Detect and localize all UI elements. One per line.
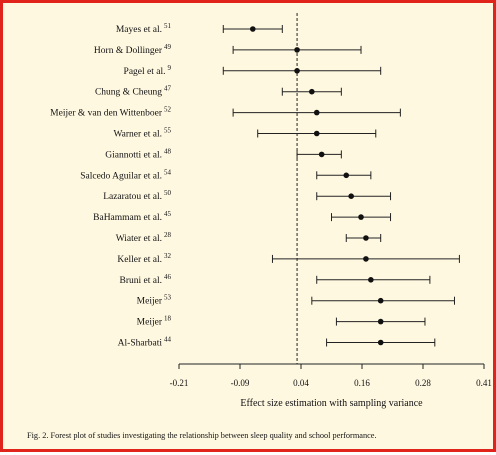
study-reference: 52 <box>164 106 172 114</box>
point-estimate <box>294 47 300 53</box>
study-label: Warner et al. <box>113 130 162 140</box>
point-estimate <box>249 26 256 32</box>
study-reference: 45 <box>164 210 172 218</box>
study-reference: 32 <box>164 252 172 260</box>
x-tick-label: -0.09 <box>231 378 250 388</box>
x-tick-label: -0.21 <box>170 378 189 388</box>
point-estimate <box>358 214 364 220</box>
point-estimate <box>309 88 315 95</box>
figure-caption: Fig. 2. Forest plot of studies investiga… <box>27 431 377 440</box>
point-estimate <box>313 109 320 116</box>
study-label: Lazaratou et al. <box>103 192 162 202</box>
study-reference: 47 <box>164 85 172 93</box>
study-reference: 50 <box>164 189 172 197</box>
study-label: Meijer & van den Wittenboer <box>50 109 163 119</box>
study-label: Meijer <box>137 318 163 328</box>
study-label: Wiater et al. <box>116 234 162 244</box>
point-estimate <box>377 339 384 346</box>
study-label: Horn & Dollinger <box>94 46 163 56</box>
point-estimate <box>318 151 325 158</box>
study-label: Chung & Cheung <box>95 88 162 98</box>
point-estimate <box>368 277 374 283</box>
point-estimate <box>313 130 320 137</box>
study-reference: 46 <box>164 273 172 281</box>
study-label: BaHammam et al. <box>93 213 162 223</box>
point-estimate <box>363 256 369 262</box>
study-label: Al-Sharbati <box>118 339 163 349</box>
study-reference: 9 <box>168 64 172 72</box>
study-reference: 18 <box>164 315 172 323</box>
point-estimate <box>363 235 369 241</box>
point-estimate <box>377 318 384 325</box>
study-reference: 48 <box>164 147 172 155</box>
study-reference: 28 <box>164 231 172 239</box>
study-label: Keller et al. <box>117 255 162 265</box>
x-tick-label: 0.04 <box>293 378 309 388</box>
study-label: Giannotti et al. <box>105 150 162 160</box>
x-tick-label: 0.16 <box>354 378 370 388</box>
study-label: Pagel et al. <box>124 67 166 77</box>
study-label: Salcedo Aguilar et al. <box>80 171 162 181</box>
study-reference: 44 <box>164 336 172 344</box>
study-reference: 49 <box>164 43 172 51</box>
study-reference: 54 <box>164 168 172 176</box>
point-estimate <box>294 68 300 74</box>
point-estimate <box>348 193 354 199</box>
study-reference: 51 <box>164 22 172 30</box>
point-estimate <box>343 172 350 179</box>
x-tick-label: 0.28 <box>415 378 431 388</box>
point-estimate <box>377 297 384 304</box>
study-reference: 53 <box>164 294 172 302</box>
study-reference: 55 <box>164 127 172 135</box>
study-label: Bruni et al. <box>120 276 162 286</box>
study-label: Mayes et al. <box>116 25 162 35</box>
x-tick-label: 0.41 <box>476 378 492 388</box>
x-axis-label: Effect size estimation with sampling var… <box>240 398 423 409</box>
study-label: Meijer <box>137 297 163 307</box>
